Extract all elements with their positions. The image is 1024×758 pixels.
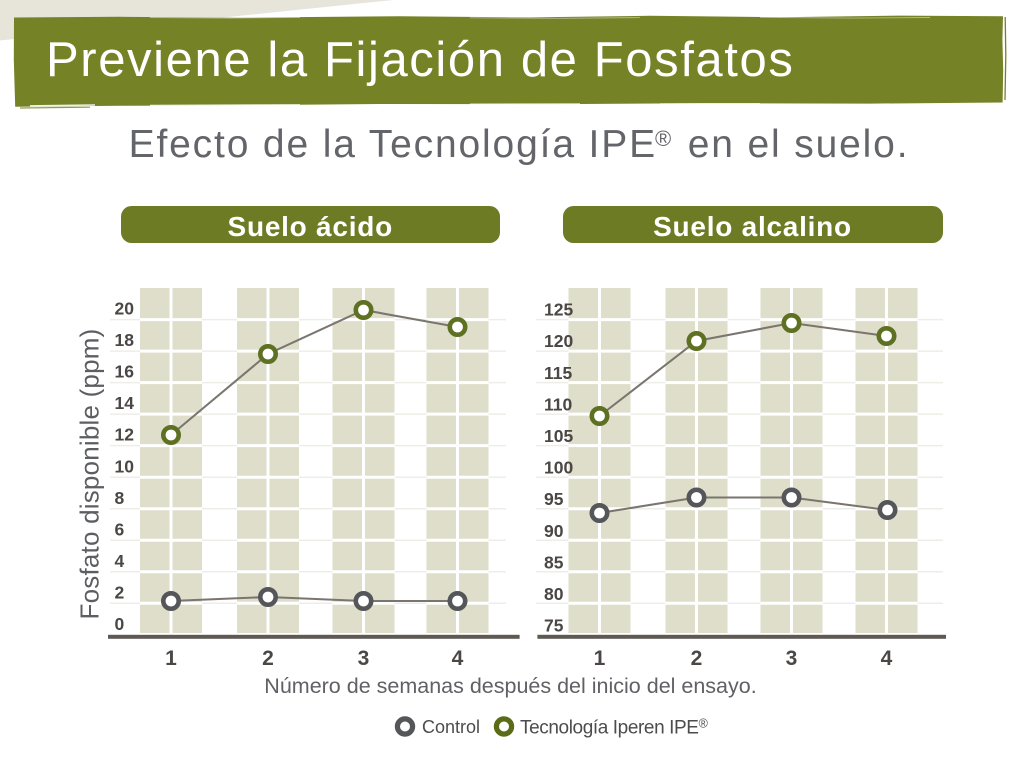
svg-text:12: 12 (115, 425, 135, 445)
svg-text:90: 90 (544, 521, 564, 541)
svg-text:8: 8 (115, 488, 125, 508)
svg-text:110: 110 (544, 394, 572, 414)
svg-text:95: 95 (544, 489, 564, 509)
svg-text:10: 10 (115, 456, 135, 476)
svg-text:3: 3 (358, 647, 370, 670)
svg-text:4: 4 (115, 551, 125, 571)
svg-text:2: 2 (115, 582, 125, 602)
svg-text:1: 1 (165, 647, 177, 670)
svg-text:80: 80 (544, 584, 564, 604)
svg-text:4: 4 (881, 647, 893, 670)
svg-text:120: 120 (544, 331, 573, 351)
svg-text:2: 2 (691, 647, 703, 670)
svg-text:Fosfato disponible (ppm): Fosfato disponible (ppm) (75, 329, 105, 620)
svg-text:100: 100 (544, 458, 573, 478)
svg-text:105: 105 (544, 426, 573, 446)
svg-text:125: 125 (544, 300, 573, 320)
svg-text:2: 2 (262, 647, 274, 670)
svg-text:85: 85 (544, 552, 564, 572)
svg-text:4: 4 (452, 647, 464, 670)
svg-text:20: 20 (115, 299, 135, 319)
svg-text:Control: Control (422, 717, 480, 737)
svg-text:14: 14 (115, 393, 135, 413)
svg-text:0: 0 (115, 614, 125, 634)
svg-text:Tecnología Iperen IPE®: Tecnología Iperen IPE® (520, 717, 709, 739)
svg-text:1: 1 (594, 647, 606, 670)
svg-text:3: 3 (786, 647, 798, 670)
svg-text:6: 6 (115, 519, 125, 539)
svg-text:18: 18 (115, 330, 135, 350)
svg-text:115: 115 (544, 363, 572, 383)
svg-text:75: 75 (544, 616, 564, 636)
svg-text:16: 16 (115, 362, 135, 382)
